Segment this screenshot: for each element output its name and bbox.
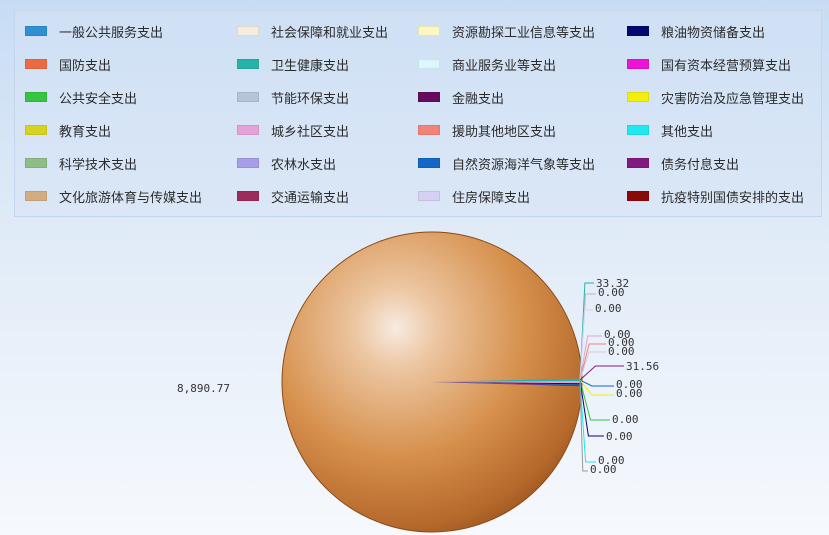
data-label: 0.00 (608, 345, 635, 358)
leader-line (580, 380, 614, 386)
data-label: 0.00 (595, 302, 622, 315)
data-label: 31.56 (626, 360, 659, 373)
data-label: 0.00 (616, 387, 643, 400)
data-label: 0.00 (590, 463, 617, 476)
data-label: 0.00 (612, 413, 639, 426)
leader-line (580, 344, 606, 380)
data-label: 0.00 (606, 430, 633, 443)
data-label: 0.00 (598, 286, 625, 299)
leader-line (580, 336, 602, 380)
data-label: 8,890.77 (177, 382, 230, 395)
